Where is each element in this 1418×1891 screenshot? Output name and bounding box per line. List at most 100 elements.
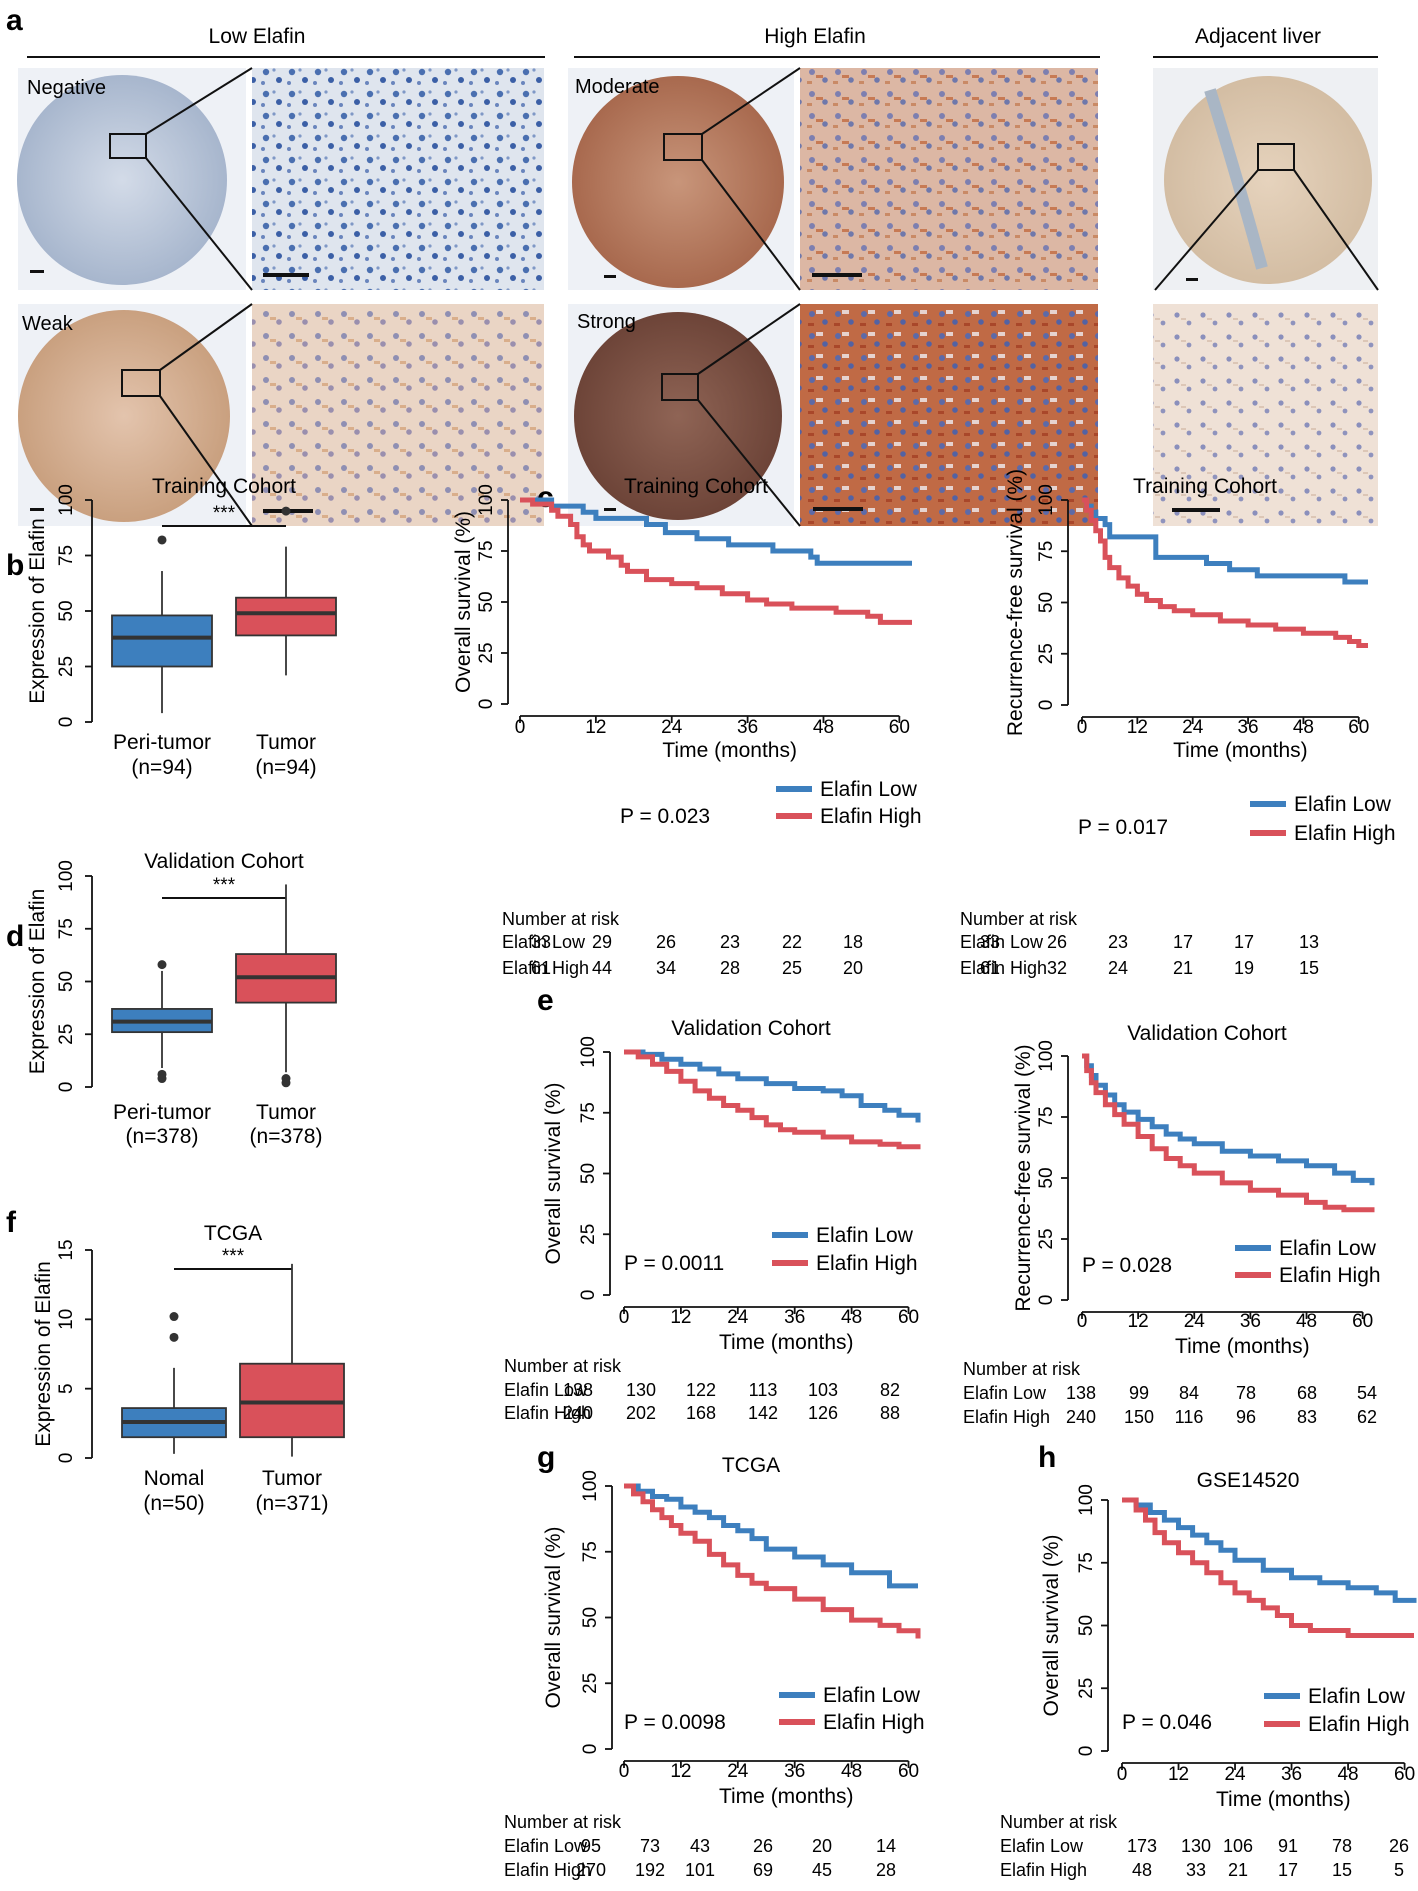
tma-core-moderate (572, 76, 784, 288)
risk-row-label: Elafin Low (504, 1380, 588, 1400)
outlier-point (157, 535, 167, 545)
risk-count: 78 (1332, 1836, 1352, 1856)
risk-count: 29 (592, 932, 612, 952)
scale-bar (604, 275, 616, 278)
p-value: P = 0.046 (1122, 1711, 1212, 1734)
y-tick-label: 25 (56, 656, 77, 677)
chart-title: TCGA (204, 1222, 262, 1245)
risk-table-header: Number at risk (504, 1356, 622, 1376)
risk-count: 103 (808, 1380, 838, 1400)
x-tick-label: 36 (1240, 1311, 1261, 1332)
y-tick-label: 100 (1036, 484, 1057, 516)
panel-e-os-km: e Validation Cohort 0 25 50 75 100 0 12 24 36 48 60 T… (504, 984, 921, 1423)
risk-count: 113 (749, 1380, 778, 1400)
x-tick-label: 24 (1182, 717, 1204, 738)
risk-count: 13 (1299, 932, 1319, 952)
y-tick-label: 0 (578, 1290, 599, 1301)
risk-row-label: Elafin Low (502, 932, 586, 952)
legend-label: Elafin High (1308, 1713, 1410, 1736)
risk-count: 23 (1108, 932, 1128, 952)
risk-count: 82 (880, 1380, 900, 1400)
legend-label: Elafin Low (816, 1224, 914, 1247)
risk-count: 192 (635, 1860, 665, 1880)
y-tick-label: 0 (56, 717, 77, 728)
y-tick-label: 0 (56, 1453, 77, 1464)
risk-row-label: Elafin High (504, 1860, 591, 1880)
risk-row-label: Elafin High (502, 958, 589, 978)
micrograph-strong (800, 304, 1098, 526)
y-tick-label: 10 (56, 1309, 77, 1330)
legend-label: Elafin High (823, 1711, 925, 1734)
y-axis-label: Recurrence-free survival (%) (1012, 1044, 1035, 1311)
y-tick-label: 100 (476, 484, 497, 516)
y-tick-label: 25 (1076, 1678, 1097, 1699)
risk-count: 26 (753, 1836, 773, 1856)
x-tick-label: 36 (1237, 717, 1258, 738)
chart-title: GSE14520 (1197, 1469, 1300, 1492)
p-value: P = 0.028 (1082, 1254, 1172, 1277)
risk-count: 150 (1124, 1407, 1154, 1427)
y-tick-label: 50 (1036, 1167, 1057, 1188)
y-tick-label: 0 (476, 699, 497, 710)
risk-count: 34 (656, 958, 676, 978)
y-tick-label: 100 (1036, 1040, 1057, 1072)
y-tick-label: 100 (56, 484, 77, 516)
risk-count: 15 (1332, 1860, 1352, 1880)
panel-letter-g: g (537, 1441, 555, 1474)
x-axis-label: Time (months) (719, 1331, 854, 1354)
scale-bar (812, 273, 862, 277)
y-tick-label: 75 (1036, 1106, 1057, 1127)
risk-count: 130 (1181, 1836, 1211, 1856)
risk-count: 14 (876, 1836, 896, 1856)
risk-count: 26 (656, 932, 676, 952)
km-curve-high (624, 1049, 921, 1150)
risk-count: 26 (1047, 932, 1067, 952)
zoom-box (661, 373, 699, 401)
y-tick-label: 75 (578, 1102, 599, 1123)
km-curve-high (520, 497, 912, 625)
box-red (239, 1362, 345, 1439)
x-axis-label: Time (months) (1173, 739, 1308, 762)
outlier-point (169, 1312, 179, 1322)
outlier-point (169, 1332, 179, 1342)
y-axis-label: Expression of Elafin (26, 518, 49, 704)
x-tick-label: 60 (1394, 1764, 1415, 1785)
risk-count: 44 (592, 958, 612, 978)
risk-row-label: Elafin Low (960, 932, 1044, 952)
risk-count: 33 (1186, 1860, 1206, 1880)
x-tick-label: 24 (1184, 1311, 1206, 1332)
risk-count: 32 (1047, 958, 1067, 978)
significance-stars: *** (213, 875, 236, 896)
micrograph-adjacent (1153, 304, 1378, 526)
y-tick-label: 75 (56, 918, 77, 939)
risk-count: 116 (1175, 1407, 1204, 1427)
risk-count: 21 (1173, 958, 1193, 978)
km-curve-high (624, 1483, 921, 1639)
p-value: P = 0.017 (1078, 816, 1168, 839)
panel-letter-a: a (6, 4, 23, 37)
y-tick-label: 50 (580, 1607, 601, 1628)
risk-count: 18 (843, 932, 863, 952)
risk-count: 17 (1173, 932, 1193, 952)
risk-row-label: Elafin Low (963, 1383, 1047, 1403)
risk-count: 26 (1389, 1836, 1409, 1856)
x-tick-label: 36 (784, 1761, 805, 1782)
risk-count: 91 (1278, 1836, 1298, 1856)
risk-count: 122 (686, 1380, 716, 1400)
x-tick-label: 0 (619, 1307, 630, 1328)
legend-label: Elafin High (816, 1252, 918, 1275)
zoom-line (159, 303, 253, 371)
risk-count: 106 (1223, 1836, 1253, 1856)
zoom-line (701, 67, 801, 135)
panel-g-os-km: g TCGA 0 25 50 75 100 0 12 24 36 48 60 Time (months) O… (504, 1441, 925, 1880)
panel-d-boxplot: d Validation Cohort 0 25 50 75 100 Expression o… (6, 850, 337, 1148)
panel-letter-d: d (6, 920, 24, 953)
x-group-n: (n=50) (143, 1492, 204, 1515)
risk-count: 24 (1108, 958, 1128, 978)
outlier-point (281, 1078, 291, 1088)
chart-title: Validation Cohort (671, 1017, 831, 1040)
y-tick-label: 0 (1076, 1746, 1097, 1757)
panel-letter-h: h (1038, 1441, 1056, 1474)
